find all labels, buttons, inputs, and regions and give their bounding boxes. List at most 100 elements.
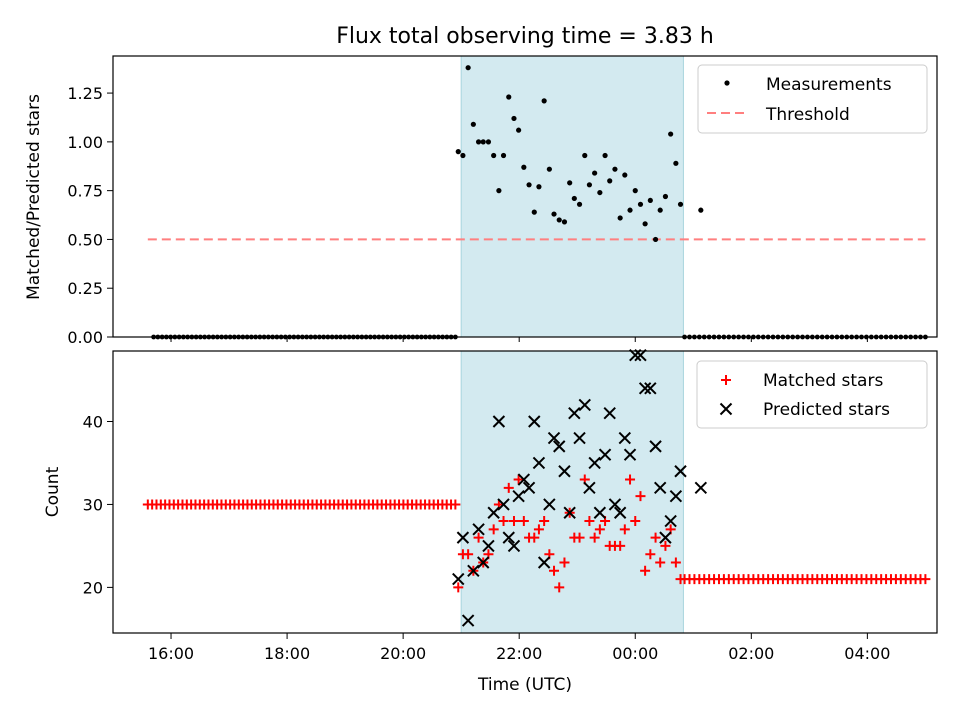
predicted-star-point [638,382,652,395]
matched-star-point [518,516,529,527]
x-tick-label: 16:00 [148,644,194,663]
predicted-star-point [507,539,521,553]
matched-star-point [670,557,681,568]
measurement-point [597,189,603,196]
measurement-point [516,127,522,133]
measurement-point [556,217,562,223]
measurement-point [561,219,568,225]
measurement-point [491,152,497,159]
matched-star-point [640,565,651,576]
matched-star-point [539,516,550,527]
matched-star-point [473,532,484,543]
matched-star-point [589,532,600,543]
matched-star-point [625,474,636,485]
y-tick-label: 1.00 [67,133,103,152]
measurement-point [576,201,583,207]
predicted-star-point [522,481,536,495]
predicted-star-point [603,406,616,420]
measurement-point [582,152,588,159]
measurement-point [465,65,471,71]
measurement-point [506,94,512,100]
matched-star-point [619,524,630,535]
predicted-star-point [547,431,561,445]
matched-star-point [488,524,499,535]
measurement-point [673,160,679,166]
matched-star-point [721,375,731,385]
measurement-point [475,139,482,145]
measurement-point [470,121,476,127]
predicted-star-point [578,398,591,412]
top-panel: 0.00 0.25 0.50 0.75 1.00 1.25 Measurements Thre… [67,55,938,347]
measurement-point [460,152,466,159]
measurement-point [531,209,537,215]
shaded-region [460,350,684,634]
matched-star-point [450,499,461,510]
predicted-star-point [674,465,687,478]
predicted-star-point [517,473,531,486]
measurement-point [677,201,684,207]
predicted-star-point [456,531,470,544]
measurement-point [647,197,653,204]
predicted-star-point [593,506,607,519]
x-tick-label: 02:00 [728,644,774,663]
matched-star-point [594,524,605,535]
predicted-star-point [568,406,581,420]
measurement-point [521,164,527,170]
measurement-point [657,207,663,213]
predicted-star-point [563,506,576,519]
predicted-star-point [644,382,657,395]
matched-star-point [584,516,595,527]
x-tick-label: 00:00 [612,644,658,663]
y-tick-label: 0.50 [67,230,103,249]
measurement-point [511,115,517,122]
predicted-star-point [532,456,546,470]
predicted-star-point [649,440,662,453]
x-axis-label: Time (UTC) [477,675,572,695]
predicted-star-point [653,481,667,495]
measurement-point [607,178,613,184]
y-tick-label: 20 [83,578,103,597]
measurement-point [612,166,618,172]
matched-star-point [453,582,464,593]
predicted-star-point [553,440,566,453]
predicted-star-point [482,539,495,553]
bottom-axes-frame [112,350,938,634]
y-tick-label: 1.25 [67,84,103,103]
predicted-star-point [719,402,733,416]
x-tick-label: 22:00 [496,644,542,663]
matched-star-point [554,582,565,593]
predicted-star-point [664,514,677,528]
measurement-point [602,152,608,159]
measurement-point [617,215,623,221]
matched-star-point [533,524,544,535]
top-ylabel: Matched/Predicted stars [24,94,44,300]
measurement-point [536,184,542,190]
matched-star-point [503,482,514,493]
measurement-point [622,172,628,178]
predicted-star-point [467,564,480,578]
matched-star-point [645,549,656,560]
predicted-star-point [558,465,571,478]
predicted-star-point [598,448,612,461]
matched-star-point [655,557,666,568]
measurement-point [526,182,532,188]
predicted-star-point [477,556,490,569]
predicted-star-point [694,481,708,495]
matched-star-point [574,532,585,543]
measurement-point [455,149,461,155]
top-legend: Measurements Threshold [697,64,928,134]
bottom-legend: Matched stars Predicted stars [696,360,928,429]
predicted-star-point [452,572,465,586]
predicted-star-point [618,431,632,445]
predicted-star-point [613,506,627,519]
matched-star-point [508,516,519,527]
y-tick-label: 30 [83,495,103,514]
matched-star-point [635,491,646,502]
measurement-point [652,236,659,243]
predicted-star-point [472,523,485,536]
y-tick-label: 0.00 [67,328,103,347]
predicted-star-point [623,448,637,461]
x-tick-label: 18:00 [264,644,310,663]
predicted-star-point [608,498,622,511]
